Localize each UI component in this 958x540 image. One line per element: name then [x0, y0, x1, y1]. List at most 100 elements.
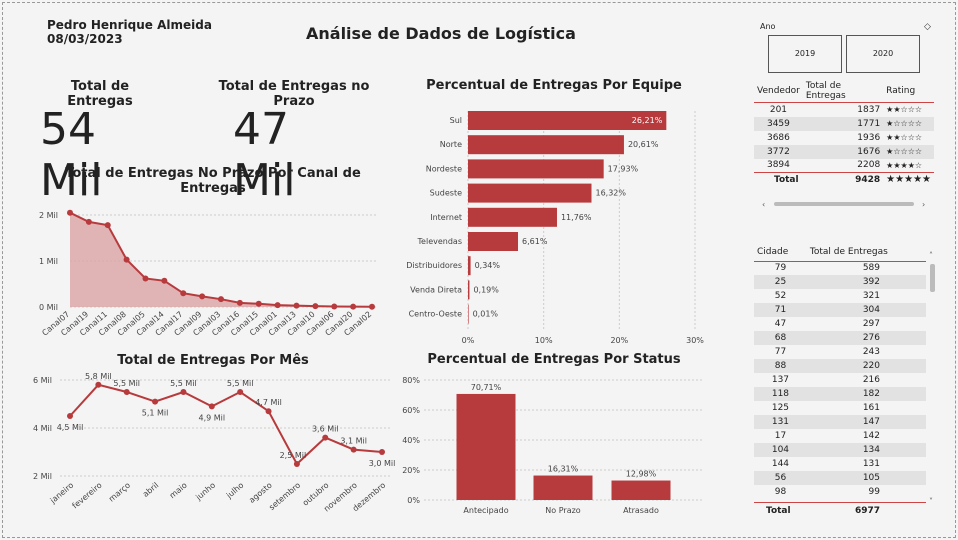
year-2020-button[interactable]: 2020	[846, 35, 920, 73]
table-row[interactable]: 68 276	[754, 331, 926, 345]
kpi-ontime-title: Total de Entregas no Prazo	[218, 79, 370, 109]
col-city-total[interactable]: Total de Entregas	[806, 243, 926, 262]
table-row[interactable]: 98 99	[754, 485, 926, 499]
col-vendedor[interactable]: Vendedor	[754, 80, 803, 103]
table-row[interactable]: 118 182	[754, 387, 926, 401]
cell-cidade: 144	[771, 459, 790, 469]
team-bar-chart: 0% 10% 20% 30% Sul 26,21% Norte 20,61% Nordeste 1…	[406, 111, 704, 345]
table-row[interactable]: 25 392	[754, 275, 926, 289]
cell-total: 1936	[857, 132, 881, 143]
month-chart-title: Total de Entregas Por Mês	[117, 353, 309, 368]
seller-table-scrollbar[interactable]: ‹ ›	[760, 198, 932, 210]
col-rating[interactable]: Rating	[883, 80, 934, 103]
table-row[interactable]: 56 105	[754, 471, 926, 485]
x-tick-label: 0%	[462, 336, 475, 345]
city-total-row: Total 6977	[754, 502, 926, 518]
bar	[468, 256, 471, 276]
data-point	[350, 303, 357, 310]
x-tick-label: fevereiro	[71, 481, 104, 511]
year-slicer-label: Ano	[760, 22, 776, 31]
cell-cidade: 104	[754, 443, 807, 457]
seller-total-row: Total 9428 ★★★★★	[754, 172, 934, 187]
cell-stars: ★★★★☆	[886, 160, 923, 170]
cell-stars: ★★☆☆☆	[886, 133, 923, 142]
category-label: Distribuidores	[406, 261, 462, 270]
data-point	[237, 389, 244, 395]
data-label: 5,5 Mil	[113, 379, 140, 388]
author-name: Pedro Henrique Almeida	[47, 18, 212, 32]
table-row[interactable]: 71 304	[754, 303, 926, 317]
category-label: No Prazo	[545, 506, 580, 515]
cell-stars: ★☆☆☆☆	[883, 144, 934, 159]
x-tick-label: agosto	[247, 481, 274, 505]
cell-vendedor: 3772	[754, 144, 803, 159]
city-table-scrollbar[interactable]: ˄ ˅	[926, 250, 938, 506]
table-row[interactable]: 3459 1771 ★☆☆☆☆	[754, 116, 934, 131]
data-label: 5,1 Mil	[142, 409, 169, 418]
area-fill	[70, 212, 372, 307]
clear-selection-icon[interactable]: ◇	[924, 22, 931, 32]
x-tick-label: junho	[193, 481, 217, 503]
scroll-right-icon: ›	[922, 200, 925, 209]
table-row[interactable]: 3894 2208 ★★★★☆	[754, 159, 934, 173]
table-row[interactable]: 3686 1936 ★★☆☆☆	[754, 131, 934, 145]
table-row[interactable]: 137 216	[754, 373, 926, 387]
category-label: Centro-Oeste	[409, 310, 463, 319]
page-title: Análise de Dados de Logística	[306, 24, 576, 43]
data-point	[152, 398, 159, 405]
data-label: 70,71%	[471, 383, 502, 392]
table-row[interactable]: 77 243	[754, 345, 926, 359]
kpi-total-value: 54 Mil	[40, 104, 103, 206]
data-point	[142, 275, 149, 282]
data-label: 11,76%	[561, 213, 592, 222]
table-row[interactable]: 3772 1676 ★☆☆☆☆	[754, 144, 934, 159]
table-row[interactable]: 47 297	[754, 317, 926, 331]
y-tick-label: 2 Mil	[33, 472, 52, 481]
scroll-left-icon: ‹	[762, 200, 765, 209]
cell-total: 131	[862, 459, 880, 469]
data-label: 5,5 Mil	[170, 379, 197, 388]
table-row[interactable]: 17 142	[754, 429, 926, 443]
data-point	[322, 434, 329, 441]
table-row[interactable]: 88 220	[754, 359, 926, 373]
bar	[533, 475, 593, 500]
y-tick-label: 6 Mil	[33, 376, 52, 385]
year-2019-button[interactable]: 2019	[768, 35, 842, 73]
table-row[interactable]: 52 321	[754, 289, 926, 303]
cell-cidade: 88	[754, 359, 807, 373]
cell-cidade: 25	[754, 275, 807, 289]
cell-vendedor: 3686	[766, 132, 790, 143]
data-point	[199, 293, 206, 300]
y-tick-label: 2 Mil	[39, 211, 58, 220]
cell-total: 161	[862, 403, 880, 413]
cell-total: 134	[806, 443, 926, 457]
table-row[interactable]: 144 131	[754, 457, 926, 471]
y-tick-label: 80%	[402, 376, 420, 385]
table-row[interactable]: 125 161	[754, 401, 926, 415]
table-row[interactable]: 79 589	[754, 261, 926, 275]
data-point	[255, 300, 262, 307]
data-point	[104, 222, 111, 229]
cell-total: 321	[862, 291, 880, 301]
x-tick-label: abril	[141, 481, 160, 499]
kpi-total-title: Total de Entregas	[67, 79, 133, 109]
col-total-entregas[interactable]: Total de Entregas	[802, 80, 884, 103]
table-row[interactable]: 201 1837 ★★☆☆☆	[754, 103, 934, 117]
data-point	[123, 256, 130, 263]
y-tick-label: 40%	[402, 436, 420, 445]
x-tick-label: 20%	[610, 336, 628, 345]
cell-cidade: 131	[754, 415, 807, 429]
cell-vendedor: 3894	[766, 160, 790, 171]
data-label: 4,5 Mil	[57, 423, 84, 432]
table-row[interactable]: 131 147	[754, 415, 926, 429]
scroll-thumb	[930, 264, 935, 292]
cell-cidade: 71	[754, 303, 807, 317]
table-row[interactable]: 104 134	[754, 443, 926, 457]
bar	[468, 207, 557, 227]
data-point	[95, 381, 102, 388]
bar	[468, 183, 592, 203]
y-tick-label: 0 Mil	[39, 303, 58, 312]
cell-vendedor: 201	[769, 104, 788, 115]
col-cidade[interactable]: Cidade	[754, 243, 807, 262]
